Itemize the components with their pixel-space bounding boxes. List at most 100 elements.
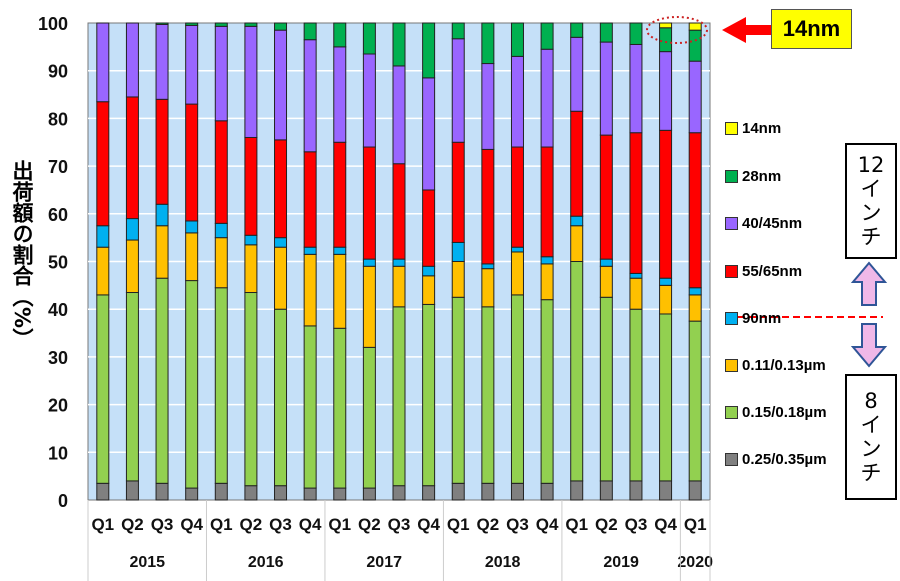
highlight-ellipse (646, 16, 708, 44)
x-tick-label: Q2 (477, 515, 500, 534)
bar-segment (274, 246, 288, 310)
legend-item: 28nm (725, 168, 781, 185)
bar-segment (274, 308, 288, 487)
bar-segment (629, 272, 643, 279)
bar-segment (333, 253, 347, 329)
y-tick-label: 70 (48, 157, 68, 177)
bar-segment (362, 346, 376, 489)
bar-segment (481, 63, 495, 150)
legend-item: 0.15/0.18µm (725, 404, 827, 421)
legend-swatch (725, 217, 738, 230)
bar-segment (303, 39, 317, 153)
bar-segment (422, 303, 436, 487)
bar-segment (155, 98, 169, 205)
bar-segment (244, 485, 258, 501)
bar-segment (303, 325, 317, 489)
bar-segment (570, 36, 584, 112)
bar-segment (155, 482, 169, 501)
legend-item: 14nm (725, 120, 781, 137)
bar-segment (244, 234, 258, 246)
bar-segment (96, 22, 110, 103)
bar-segment (244, 244, 258, 294)
bar-segment (392, 258, 406, 267)
bar-segment (422, 275, 436, 305)
y-axis-label: 出荷額の割合（%） (10, 160, 34, 350)
down-arrow-icon (850, 323, 888, 368)
bar-segment (303, 487, 317, 501)
bar-segment (244, 136, 258, 236)
bar-segment (540, 256, 554, 265)
bar-segment (540, 48, 554, 148)
year-label: 2019 (603, 554, 639, 571)
bar-segment (599, 134, 613, 260)
bar-segment (629, 308, 643, 482)
bar-segment (303, 22, 317, 41)
bar-segment (659, 313, 673, 482)
bar-segment (481, 263, 495, 270)
bar-segment (629, 22, 643, 45)
bar-segment (214, 222, 228, 239)
bar-segment (185, 280, 199, 489)
bar-segment (333, 141, 347, 248)
bar-segment (155, 225, 169, 279)
year-label: 2020 (677, 554, 713, 571)
callout-14nm: 14nm (771, 9, 852, 49)
bar-segment (451, 261, 465, 298)
bar-segment (510, 251, 524, 296)
bar-segment (629, 277, 643, 310)
bar-segment (185, 220, 199, 234)
y-tick-label: 50 (48, 253, 68, 273)
bar-segment (599, 296, 613, 482)
y-tick-label: 80 (48, 109, 68, 129)
x-tick-label: Q1 (91, 515, 114, 534)
bar-segment (481, 306, 495, 484)
bar-segment (214, 287, 228, 484)
bar-segment (629, 132, 643, 274)
bar-segment (540, 146, 554, 258)
bar-segment (125, 96, 139, 220)
bar-segment (540, 22, 554, 50)
bar-segment (481, 148, 495, 265)
legend-item: 90nm (725, 310, 781, 327)
bar-segment (599, 480, 613, 501)
bar-segment (422, 189, 436, 267)
bar-segment (599, 265, 613, 298)
inch-label-char: ン (860, 201, 882, 225)
bar-segment (422, 22, 436, 79)
bar-segment (599, 22, 613, 43)
x-tick-label: Q4 (536, 515, 559, 534)
bar-segment (125, 239, 139, 294)
bar-segment (481, 482, 495, 501)
bar-segment (274, 485, 288, 501)
bar-segment (362, 487, 376, 501)
bar-segment (392, 22, 406, 67)
x-tick-label: Q4 (299, 515, 322, 534)
bar-segment (125, 22, 139, 98)
legend-swatch (725, 122, 738, 135)
legend-label: 90nm (742, 310, 782, 327)
bar-segment (185, 22, 199, 26)
bar-segment (570, 225, 584, 263)
bar-segment (96, 225, 110, 248)
bar-segment (481, 268, 495, 308)
inch-label-char: 12 (857, 153, 885, 177)
bar-segment (274, 139, 288, 239)
bar-segment (510, 246, 524, 253)
x-tick-label: Q1 (684, 515, 707, 534)
legend-label: 0.11/0.13µm (742, 357, 826, 374)
inch-label-char: 8 (864, 389, 878, 413)
bar-segment (185, 487, 199, 501)
legend-label: 0.15/0.18µm (742, 404, 827, 421)
bar-segment (214, 482, 228, 501)
bar-segment (155, 277, 169, 484)
bar-segment (392, 306, 406, 487)
bar-segment (392, 163, 406, 260)
bar-segment (214, 22, 228, 27)
legend-item: 0.11/0.13µm (725, 357, 826, 374)
bar-segment (510, 22, 524, 57)
legend-swatch (725, 170, 738, 183)
year-label: 2017 (366, 554, 402, 571)
bar-segment (688, 29, 702, 62)
